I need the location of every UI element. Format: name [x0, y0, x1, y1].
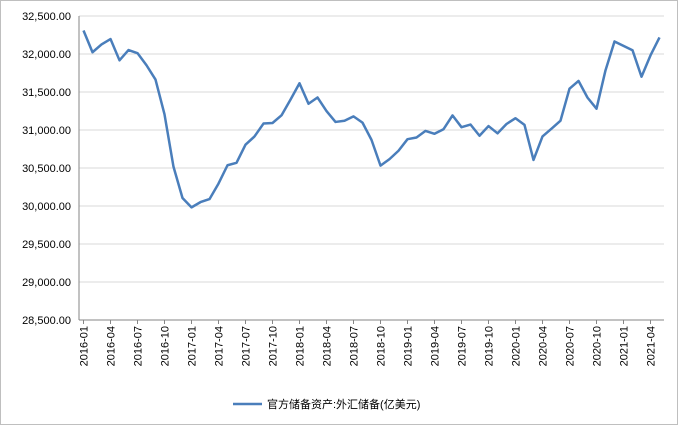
y-tick-label: 31,500.00: [22, 87, 71, 99]
x-tick-label: 2019-01: [403, 326, 415, 366]
x-tick-label: 2018-07: [349, 326, 361, 366]
x-tick-label: 2021-01: [619, 326, 631, 366]
x-tick-label: 2016-04: [106, 326, 118, 366]
x-tick-label: 2017-04: [214, 326, 226, 366]
x-tick-label: 2016-07: [133, 326, 145, 366]
x-tick-label: 2016-01: [79, 326, 91, 366]
y-tick-label: 30,500.00: [22, 163, 71, 175]
x-tick-label: 2019-04: [430, 326, 442, 366]
legend-label: 官方储备资产:外汇储备(亿美元): [267, 397, 420, 411]
x-tick-label: 2020-07: [565, 326, 577, 366]
x-tick-label: 2020-10: [592, 326, 604, 366]
x-tick-label: 2016-10: [160, 326, 172, 366]
x-tick-label: 2019-10: [484, 326, 496, 366]
x-tick-label: 2017-07: [241, 326, 253, 366]
x-tick-label: 2020-01: [511, 326, 523, 366]
x-tick-label: 2017-01: [187, 326, 199, 366]
x-tick-label: 2018-01: [295, 326, 307, 366]
x-tick-label: 2019-07: [457, 326, 469, 366]
y-tick-label: 29,000.00: [22, 277, 71, 289]
y-tick-label: 32,000.00: [22, 49, 71, 61]
x-tick-label: 2018-10: [376, 326, 388, 366]
data-line: [82, 30, 661, 209]
y-tick-label: 30,000.00: [22, 201, 71, 213]
y-tick-label: 28,500.00: [22, 315, 71, 327]
x-tick-label: 2021-04: [646, 326, 658, 366]
y-tick-label: 31,000.00: [22, 125, 71, 137]
y-tick-label: 29,500.00: [22, 239, 71, 251]
x-tick-label: 2018-04: [322, 326, 334, 366]
x-tick-label: 2020-04: [538, 326, 550, 366]
y-tick-label: 32,500.00: [22, 11, 71, 23]
x-tick-label: 2017-10: [268, 326, 280, 366]
